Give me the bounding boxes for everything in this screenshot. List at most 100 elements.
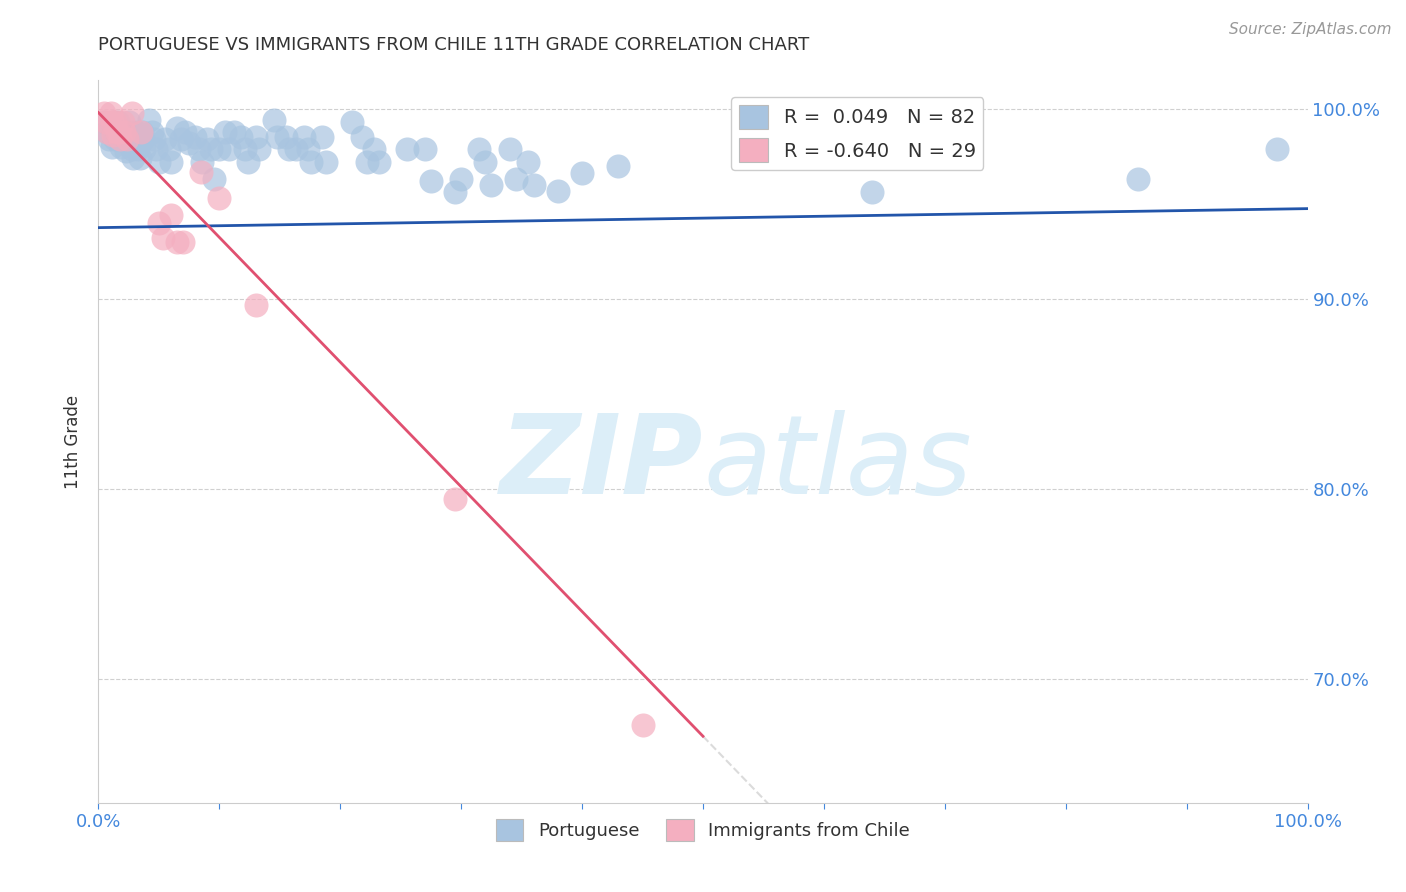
Point: [121, 142, 143, 156]
Point: [125, 125, 148, 139]
Point: [152, 231, 174, 245]
Point: [111, 115, 134, 129]
Point: [93, 115, 115, 129]
Point: [127, 142, 149, 156]
Point: [153, 132, 176, 146]
Point: [1128, 172, 1150, 186]
Point: [363, 142, 385, 156]
Point: [547, 184, 569, 198]
Text: PORTUGUESE VS IMMIGRANTS FROM CHILE 11TH GRADE CORRELATION CHART: PORTUGUESE VS IMMIGRANTS FROM CHILE 11TH…: [98, 36, 810, 54]
Point: [315, 155, 337, 169]
Point: [104, 115, 127, 129]
Point: [94, 115, 117, 129]
Point: [108, 125, 131, 139]
Point: [245, 298, 267, 312]
Point: [474, 155, 496, 169]
Point: [121, 105, 143, 120]
Point: [169, 132, 191, 146]
Y-axis label: 11th Grade: 11th Grade: [65, 394, 83, 489]
Text: atlas: atlas: [703, 409, 972, 516]
Text: ZIP: ZIP: [499, 409, 703, 516]
Point: [179, 136, 201, 150]
Point: [112, 125, 135, 139]
Point: [245, 130, 267, 145]
Point: [93, 105, 115, 120]
Point: [350, 130, 373, 145]
Point: [100, 140, 122, 154]
Point: [138, 113, 160, 128]
Point: [450, 172, 472, 186]
Legend: Portuguese, Immigrants from Chile: Portuguese, Immigrants from Chile: [489, 812, 917, 848]
Point: [297, 142, 319, 156]
Point: [157, 142, 180, 156]
Point: [233, 142, 256, 156]
Point: [1267, 142, 1289, 156]
Point: [108, 125, 131, 139]
Point: [108, 132, 131, 146]
Point: [115, 144, 138, 158]
Point: [420, 174, 443, 188]
Point: [127, 134, 149, 148]
Point: [299, 155, 322, 169]
Point: [166, 235, 188, 249]
Point: [247, 142, 270, 156]
Point: [481, 178, 503, 192]
Point: [134, 142, 156, 156]
Point: [498, 142, 520, 156]
Point: [571, 166, 593, 180]
Point: [160, 155, 183, 169]
Point: [222, 125, 245, 139]
Point: [141, 125, 163, 139]
Point: [284, 142, 307, 156]
Point: [444, 491, 467, 506]
Point: [145, 142, 167, 156]
Point: [101, 115, 124, 129]
Point: [132, 132, 155, 146]
Point: [129, 125, 152, 139]
Point: [274, 130, 297, 145]
Point: [214, 125, 236, 139]
Point: [148, 155, 170, 169]
Point: [166, 120, 188, 135]
Point: [128, 151, 150, 165]
Point: [204, 172, 226, 186]
Point: [263, 113, 285, 128]
Point: [96, 125, 118, 139]
Point: [104, 132, 127, 146]
Point: [191, 155, 214, 169]
Point: [117, 132, 139, 146]
Point: [195, 132, 218, 146]
Point: [101, 128, 124, 143]
Point: [505, 172, 527, 186]
Point: [631, 718, 654, 732]
Point: [208, 142, 231, 156]
Point: [200, 142, 222, 156]
Point: [607, 159, 630, 173]
Point: [229, 130, 252, 145]
Point: [218, 142, 240, 156]
Point: [103, 125, 125, 139]
Point: [100, 115, 122, 129]
Point: [468, 142, 491, 156]
Point: [160, 208, 183, 222]
Point: [292, 130, 315, 145]
Point: [238, 155, 260, 169]
Point: [114, 132, 136, 146]
Point: [444, 186, 467, 200]
Point: [413, 142, 436, 156]
Text: Source: ZipAtlas.com: Source: ZipAtlas.com: [1229, 22, 1392, 37]
Point: [107, 115, 129, 129]
Point: [523, 178, 546, 192]
Point: [278, 142, 301, 156]
Point: [112, 125, 135, 139]
Point: [122, 151, 145, 165]
Point: [143, 132, 166, 146]
Point: [96, 125, 118, 139]
Point: [172, 235, 194, 249]
Point: [98, 132, 121, 146]
Point: [148, 216, 170, 230]
Point: [311, 130, 333, 145]
Point: [118, 115, 141, 129]
Point: [208, 191, 231, 205]
Point: [266, 130, 288, 145]
